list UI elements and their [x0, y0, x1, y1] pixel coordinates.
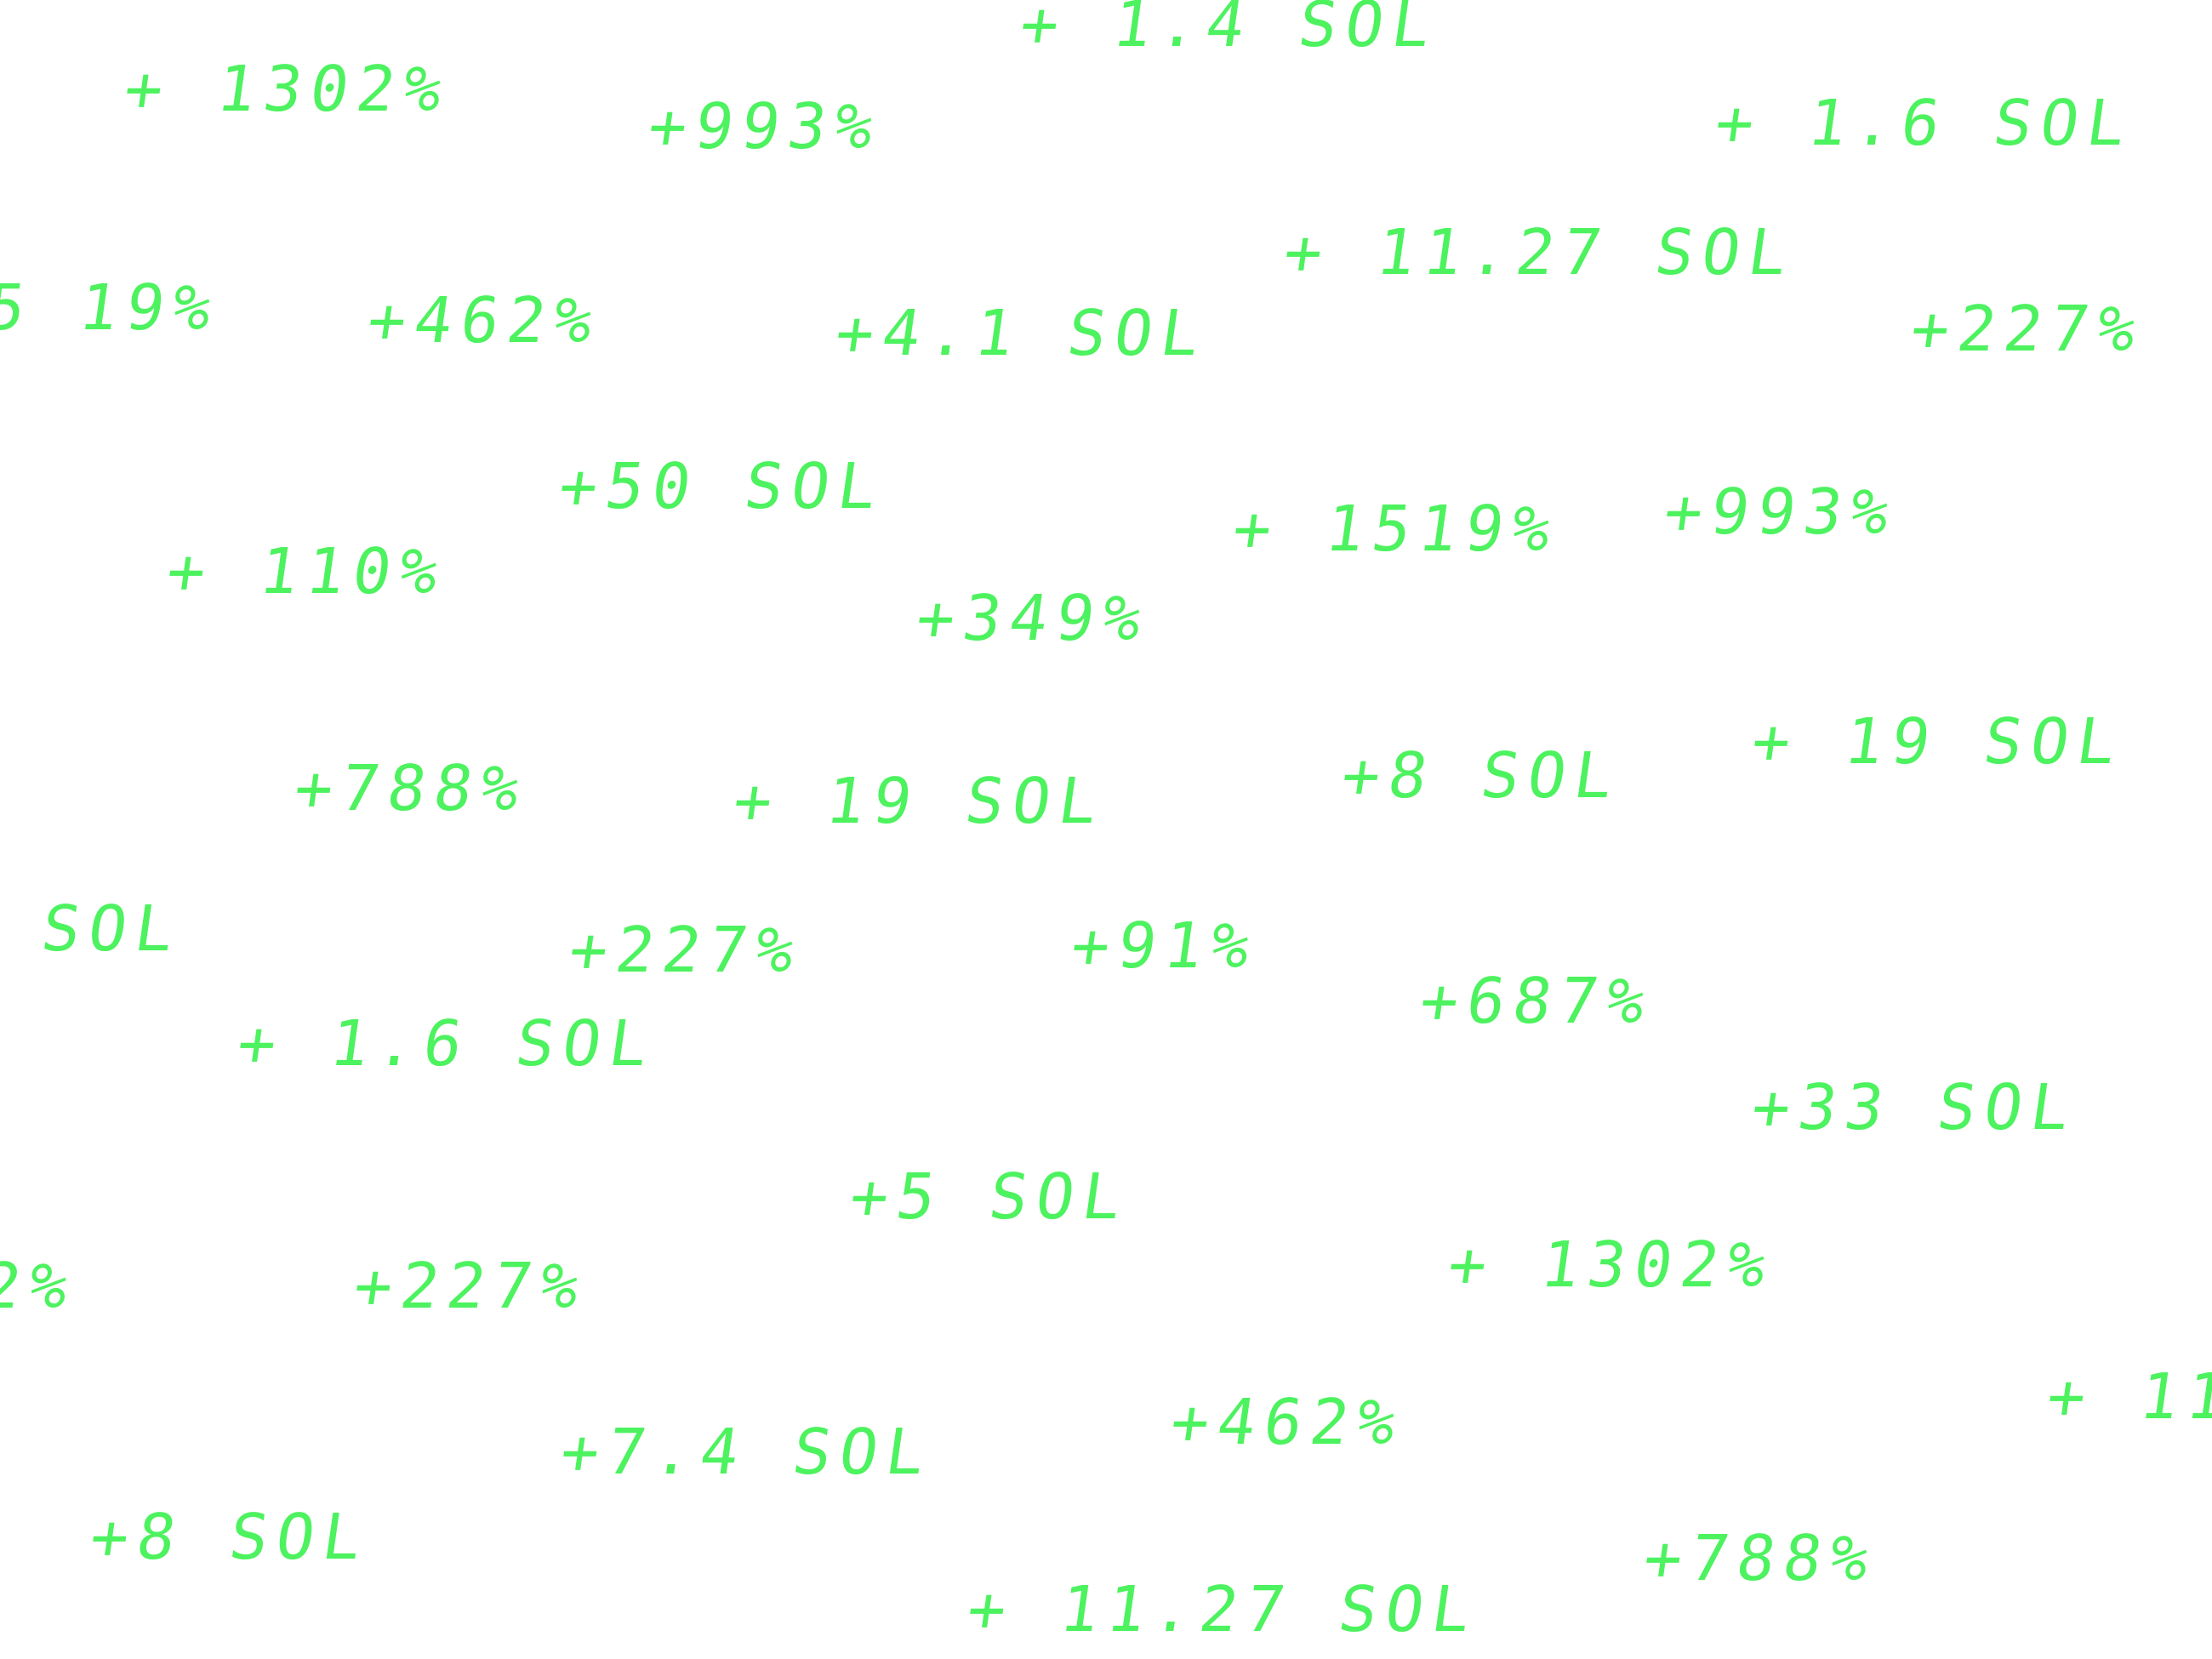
gain-label: + 11.27 SOL — [1279, 216, 1800, 289]
gain-label: +462% — [1166, 1386, 1409, 1459]
gain-label: + 1.4 SOL — [1015, 0, 1444, 61]
gain-label: + 110 — [2042, 1360, 2212, 1434]
gain-label: +33 SOL — [1747, 1071, 2083, 1144]
gain-label: +50 SOL — [554, 450, 890, 523]
gain-label: +993% — [1659, 476, 1902, 549]
gain-label: + 19 SOL — [1747, 705, 2129, 778]
gain-label: +227% — [349, 1250, 592, 1323]
gain-label: +462% — [362, 284, 606, 357]
gain-label: + 110% — [162, 535, 452, 608]
gain-label: + 1.6 SOL — [232, 1007, 661, 1080]
gain-label: +7.4 SOL — [556, 1416, 938, 1489]
gain-label: SOL — [37, 892, 187, 966]
gain-label: 5 19% — [0, 271, 225, 345]
gain-label: + 11.27 SOL — [962, 1573, 1484, 1646]
gain-label: 2% — [0, 1250, 81, 1323]
gain-label: +91% — [1066, 909, 1263, 983]
gain-label: +227% — [564, 914, 807, 987]
gain-label: + 1519% — [1228, 493, 1564, 566]
gain-label: +687% — [1415, 965, 1658, 1038]
gain-label: + 19 SOL — [728, 765, 1111, 838]
gain-label: +4.1 SOL — [830, 297, 1213, 370]
gain-label: + 1302% — [119, 53, 455, 126]
gain-label: +5 SOL — [845, 1160, 1135, 1234]
gain-label: +788% — [289, 752, 533, 825]
gain-label: +349% — [911, 582, 1154, 655]
gain-label: +993% — [643, 90, 887, 163]
gain-label: + 1.6 SOL — [1710, 87, 2139, 160]
gain-label: +8 SOL — [1337, 739, 1627, 812]
gain-label: +8 SOL — [85, 1501, 375, 1574]
gain-label: + 1302% — [1443, 1229, 1779, 1302]
gain-label: +788% — [1639, 1522, 1882, 1595]
gain-label: +227% — [1906, 293, 2149, 366]
